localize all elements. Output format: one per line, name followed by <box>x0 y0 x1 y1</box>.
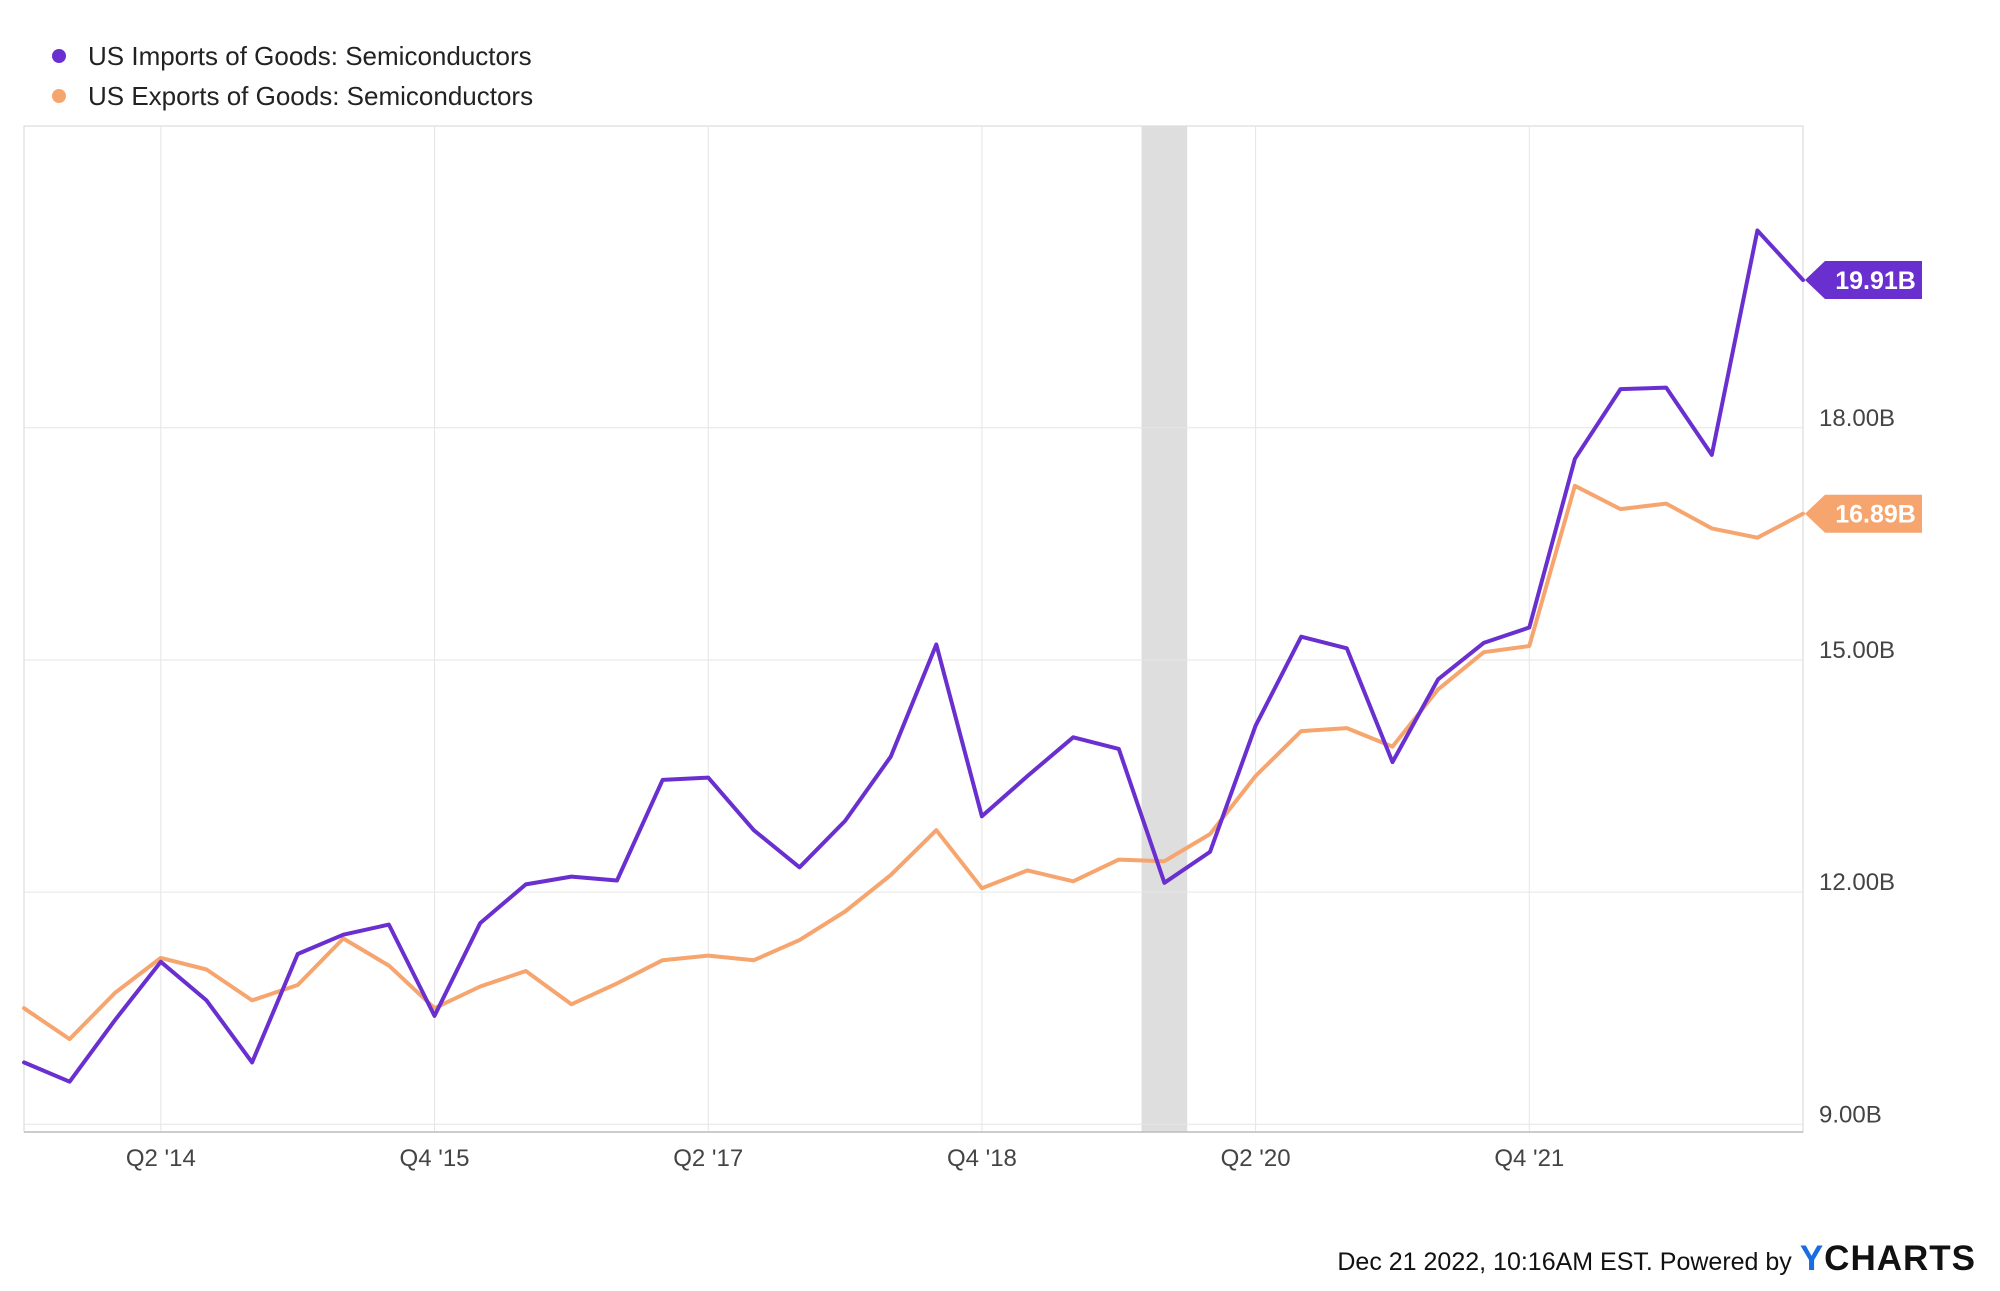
legend-label-exports: US Exports of Goods: Semiconductors <box>88 80 534 111</box>
ycharts-logo-y: Y <box>1799 1239 1825 1278</box>
legend-label-imports: US Imports of Goods: Semiconductors <box>88 40 532 71</box>
attribution-footer: Dec 21 2022, 10:16AM EST. Powered by YCH… <box>1337 1239 1976 1279</box>
y-tick-label: 15.00B <box>1819 637 1895 664</box>
chart-legend: US Imports of Goods: Semiconductors US E… <box>52 36 533 116</box>
y-tick-label: 9.00B <box>1819 1101 1882 1128</box>
y-tick-label: 12.00B <box>1819 869 1895 896</box>
footer-timestamp: Dec 21 2022, 10:16AM EST. Powered by <box>1337 1248 1792 1276</box>
y-tick-label: 18.00B <box>1819 405 1895 432</box>
x-tick-label: Q2 '17 <box>673 1145 743 1172</box>
exports-last-value-tag <box>1805 494 1922 533</box>
ycharts-logo-text: CHARTS <box>1824 1239 1976 1278</box>
x-tick-label: Q4 '21 <box>1494 1145 1564 1172</box>
imports-last-value-label: 19.91B <box>1835 267 1916 295</box>
x-tick-label: Q4 '15 <box>400 1145 470 1172</box>
shaded-period-band <box>1141 126 1188 1132</box>
exports-last-value-label: 16.89B <box>1835 501 1916 529</box>
imports-last-value-tag <box>1805 260 1922 299</box>
x-tick-label: Q2 '14 <box>126 1145 196 1172</box>
x-tick-label: Q4 '18 <box>947 1145 1017 1172</box>
x-tick-label: Q2 '20 <box>1221 1145 1291 1172</box>
exports-series-line <box>22 483 1805 1042</box>
legend-dot-imports <box>52 49 66 63</box>
ycharts-logo[interactable]: YCHARTS <box>1800 1239 1976 1279</box>
legend-item-exports[interactable]: US Exports of Goods: Semiconductors <box>52 76 533 116</box>
imports-series-line <box>22 228 1805 1084</box>
legend-item-imports[interactable]: US Imports of Goods: Semiconductors <box>52 36 533 76</box>
legend-dot-exports <box>52 89 66 103</box>
